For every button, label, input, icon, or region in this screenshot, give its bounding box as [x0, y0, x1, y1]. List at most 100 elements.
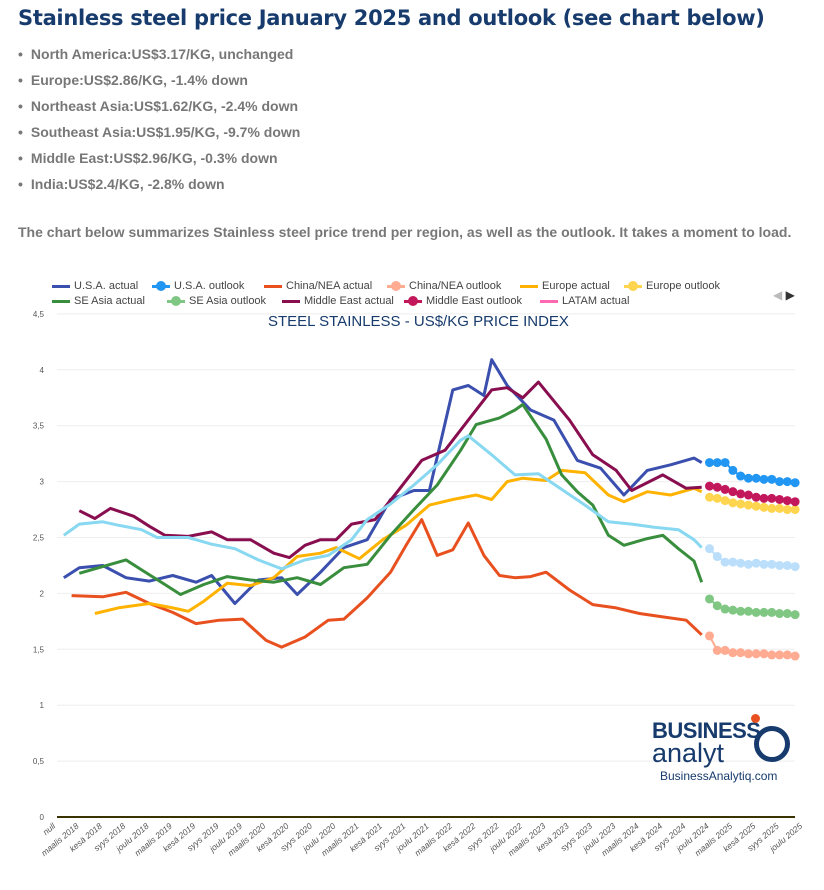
europe-outlook-point — [775, 503, 785, 513]
legend-item[interactable]: SE Asia outlook — [167, 295, 266, 307]
u-s-a-outlook-point — [705, 458, 715, 468]
se-asia-outlook-point — [705, 594, 715, 604]
china-nea-outlook-point — [736, 648, 746, 658]
series-point — [790, 562, 800, 572]
europe-outlook-point — [720, 496, 730, 506]
y-tick-label: 1 — [40, 701, 45, 710]
legend-item[interactable]: Middle East actual — [282, 295, 394, 307]
business-analytiq-logo: BUSINESS analyt BusinessAnalytiq.com — [652, 714, 790, 783]
series-point — [767, 559, 777, 569]
se-asia-outlook-point — [736, 606, 746, 616]
logo-q-mark — [754, 726, 790, 762]
legend-item[interactable]: LATAM actual — [540, 295, 629, 307]
europe-outlook-point — [736, 499, 746, 509]
china-nea-outlook-point — [775, 650, 785, 660]
legend-prev-button[interactable]: ◀ — [773, 288, 783, 302]
logo-url: BusinessAnalytiq.com — [660, 769, 778, 783]
series-point — [720, 557, 730, 567]
legend-item[interactable]: Middle East outlook — [404, 295, 522, 307]
legend-label: Middle East actual — [304, 295, 394, 307]
y-tick-label: 3,5 — [33, 422, 45, 431]
legend-label: LATAM actual — [562, 295, 630, 307]
legend-item[interactable]: China/NEA outlook — [387, 280, 501, 292]
u-s-a-outlook-point — [712, 458, 722, 468]
middle-east-outlook-point — [712, 482, 722, 492]
se-asia-outlook-point — [751, 607, 761, 617]
europe-actual-line — [94, 468, 703, 615]
series-point — [705, 544, 715, 554]
europe-outlook-point — [782, 505, 792, 515]
series-point — [775, 560, 785, 570]
legend-label: China/NEA outlook — [409, 280, 502, 292]
middle-east-outlook-point — [751, 492, 761, 502]
price-summary-list: North America:US$3.17/KG, unchanged Euro… — [18, 44, 300, 200]
china-nea-outlook-point — [743, 649, 753, 659]
legend-swatch-icon — [520, 284, 538, 288]
legend-swatch-icon — [52, 299, 70, 303]
se-asia-outlook-point — [743, 606, 753, 616]
legend-label: SE Asia actual — [74, 295, 145, 307]
legend-item[interactable]: Europe outlook — [624, 280, 720, 292]
series-point — [751, 558, 761, 568]
legend-next-button[interactable]: ▶ — [785, 288, 795, 302]
europe-outlook-point — [759, 502, 769, 512]
bullet-north-america: North America:US$3.17/KG, unchanged — [18, 44, 300, 70]
bullet-southeast-asia: Southeast Asia:US$1.95/KG, -9.7% down — [18, 122, 300, 148]
legend-item[interactable]: Europe actual — [520, 280, 610, 292]
legend-label: SE Asia outlook — [189, 295, 267, 307]
series-line — [62, 434, 703, 571]
intro-text: The chart below summarizes Stainless ste… — [18, 224, 792, 240]
legend-item[interactable]: U.S.A. outlook — [152, 280, 244, 292]
se-asia-outlook-point — [782, 609, 792, 619]
china-nea-outlook-point — [728, 648, 738, 658]
legend-swatch-icon — [624, 280, 642, 291]
se-asia-outlook-point — [775, 609, 785, 619]
chart-title: STEEL STAINLESS - US$/KG PRICE INDEX — [268, 313, 569, 330]
legend-label: U.S.A. actual — [74, 280, 139, 292]
legend-item[interactable]: SE Asia actual — [52, 295, 145, 307]
legend-label: Europe outlook — [646, 280, 720, 292]
bullet-middle-east: Middle East:US$2.96/KG, -0.3% down — [18, 148, 300, 174]
u-s-a-outlook-point — [728, 465, 738, 475]
legend-swatch-icon — [152, 280, 170, 291]
series-point — [736, 558, 746, 568]
u-s-a-outlook-point — [743, 473, 753, 483]
series-point — [728, 557, 738, 567]
legend-swatch-icon — [540, 299, 558, 303]
page-title: Stainless steel price January 2025 and o… — [18, 6, 765, 30]
china-nea-outlook-point — [790, 651, 800, 661]
legend-swatch-icon — [52, 284, 70, 288]
se-asia-outlook-point — [728, 605, 738, 615]
y-tick-label: 1,5 — [33, 645, 45, 654]
u-s-a-outlook-point — [775, 477, 785, 487]
u-s-a-outlook-point — [782, 477, 792, 487]
legend-label: U.S.A. outlook — [174, 280, 245, 292]
y-tick-label: 2,5 — [33, 534, 45, 543]
europe-outlook-point — [712, 493, 722, 503]
europe-outlook-point — [751, 501, 761, 511]
europe-outlook-point — [705, 492, 715, 502]
middle-east-outlook-point — [775, 494, 785, 504]
bullet-europe: Europe:US$2.86/KG, -1.4% down — [18, 70, 300, 96]
legend-swatch-icon — [167, 295, 185, 306]
middle-east-outlook-point — [790, 497, 800, 507]
se-asia-outlook-point — [759, 607, 769, 617]
china-nea-actual-line — [71, 518, 703, 649]
legend-swatch-icon — [282, 299, 300, 303]
legend-item[interactable]: China/NEA actual — [264, 280, 372, 292]
u-s-a-outlook-point — [720, 458, 730, 468]
series-point — [712, 552, 722, 562]
china-nea-outlook-point — [712, 645, 722, 655]
middle-east-outlook-point — [720, 484, 730, 494]
se-asia-actual-line — [78, 403, 704, 596]
se-asia-outlook-point — [790, 610, 800, 620]
middle-east-outlook-point — [728, 487, 738, 497]
china-nea-outlook-point — [767, 650, 777, 660]
legend-item[interactable]: U.S.A. actual — [52, 280, 138, 292]
y-tick-label: 2 — [40, 589, 45, 598]
europe-outlook-point — [743, 500, 753, 510]
china-nea-outlook-point — [720, 645, 730, 655]
y-tick-label: 0,5 — [33, 757, 45, 766]
china-nea-outlook-point — [782, 650, 792, 660]
